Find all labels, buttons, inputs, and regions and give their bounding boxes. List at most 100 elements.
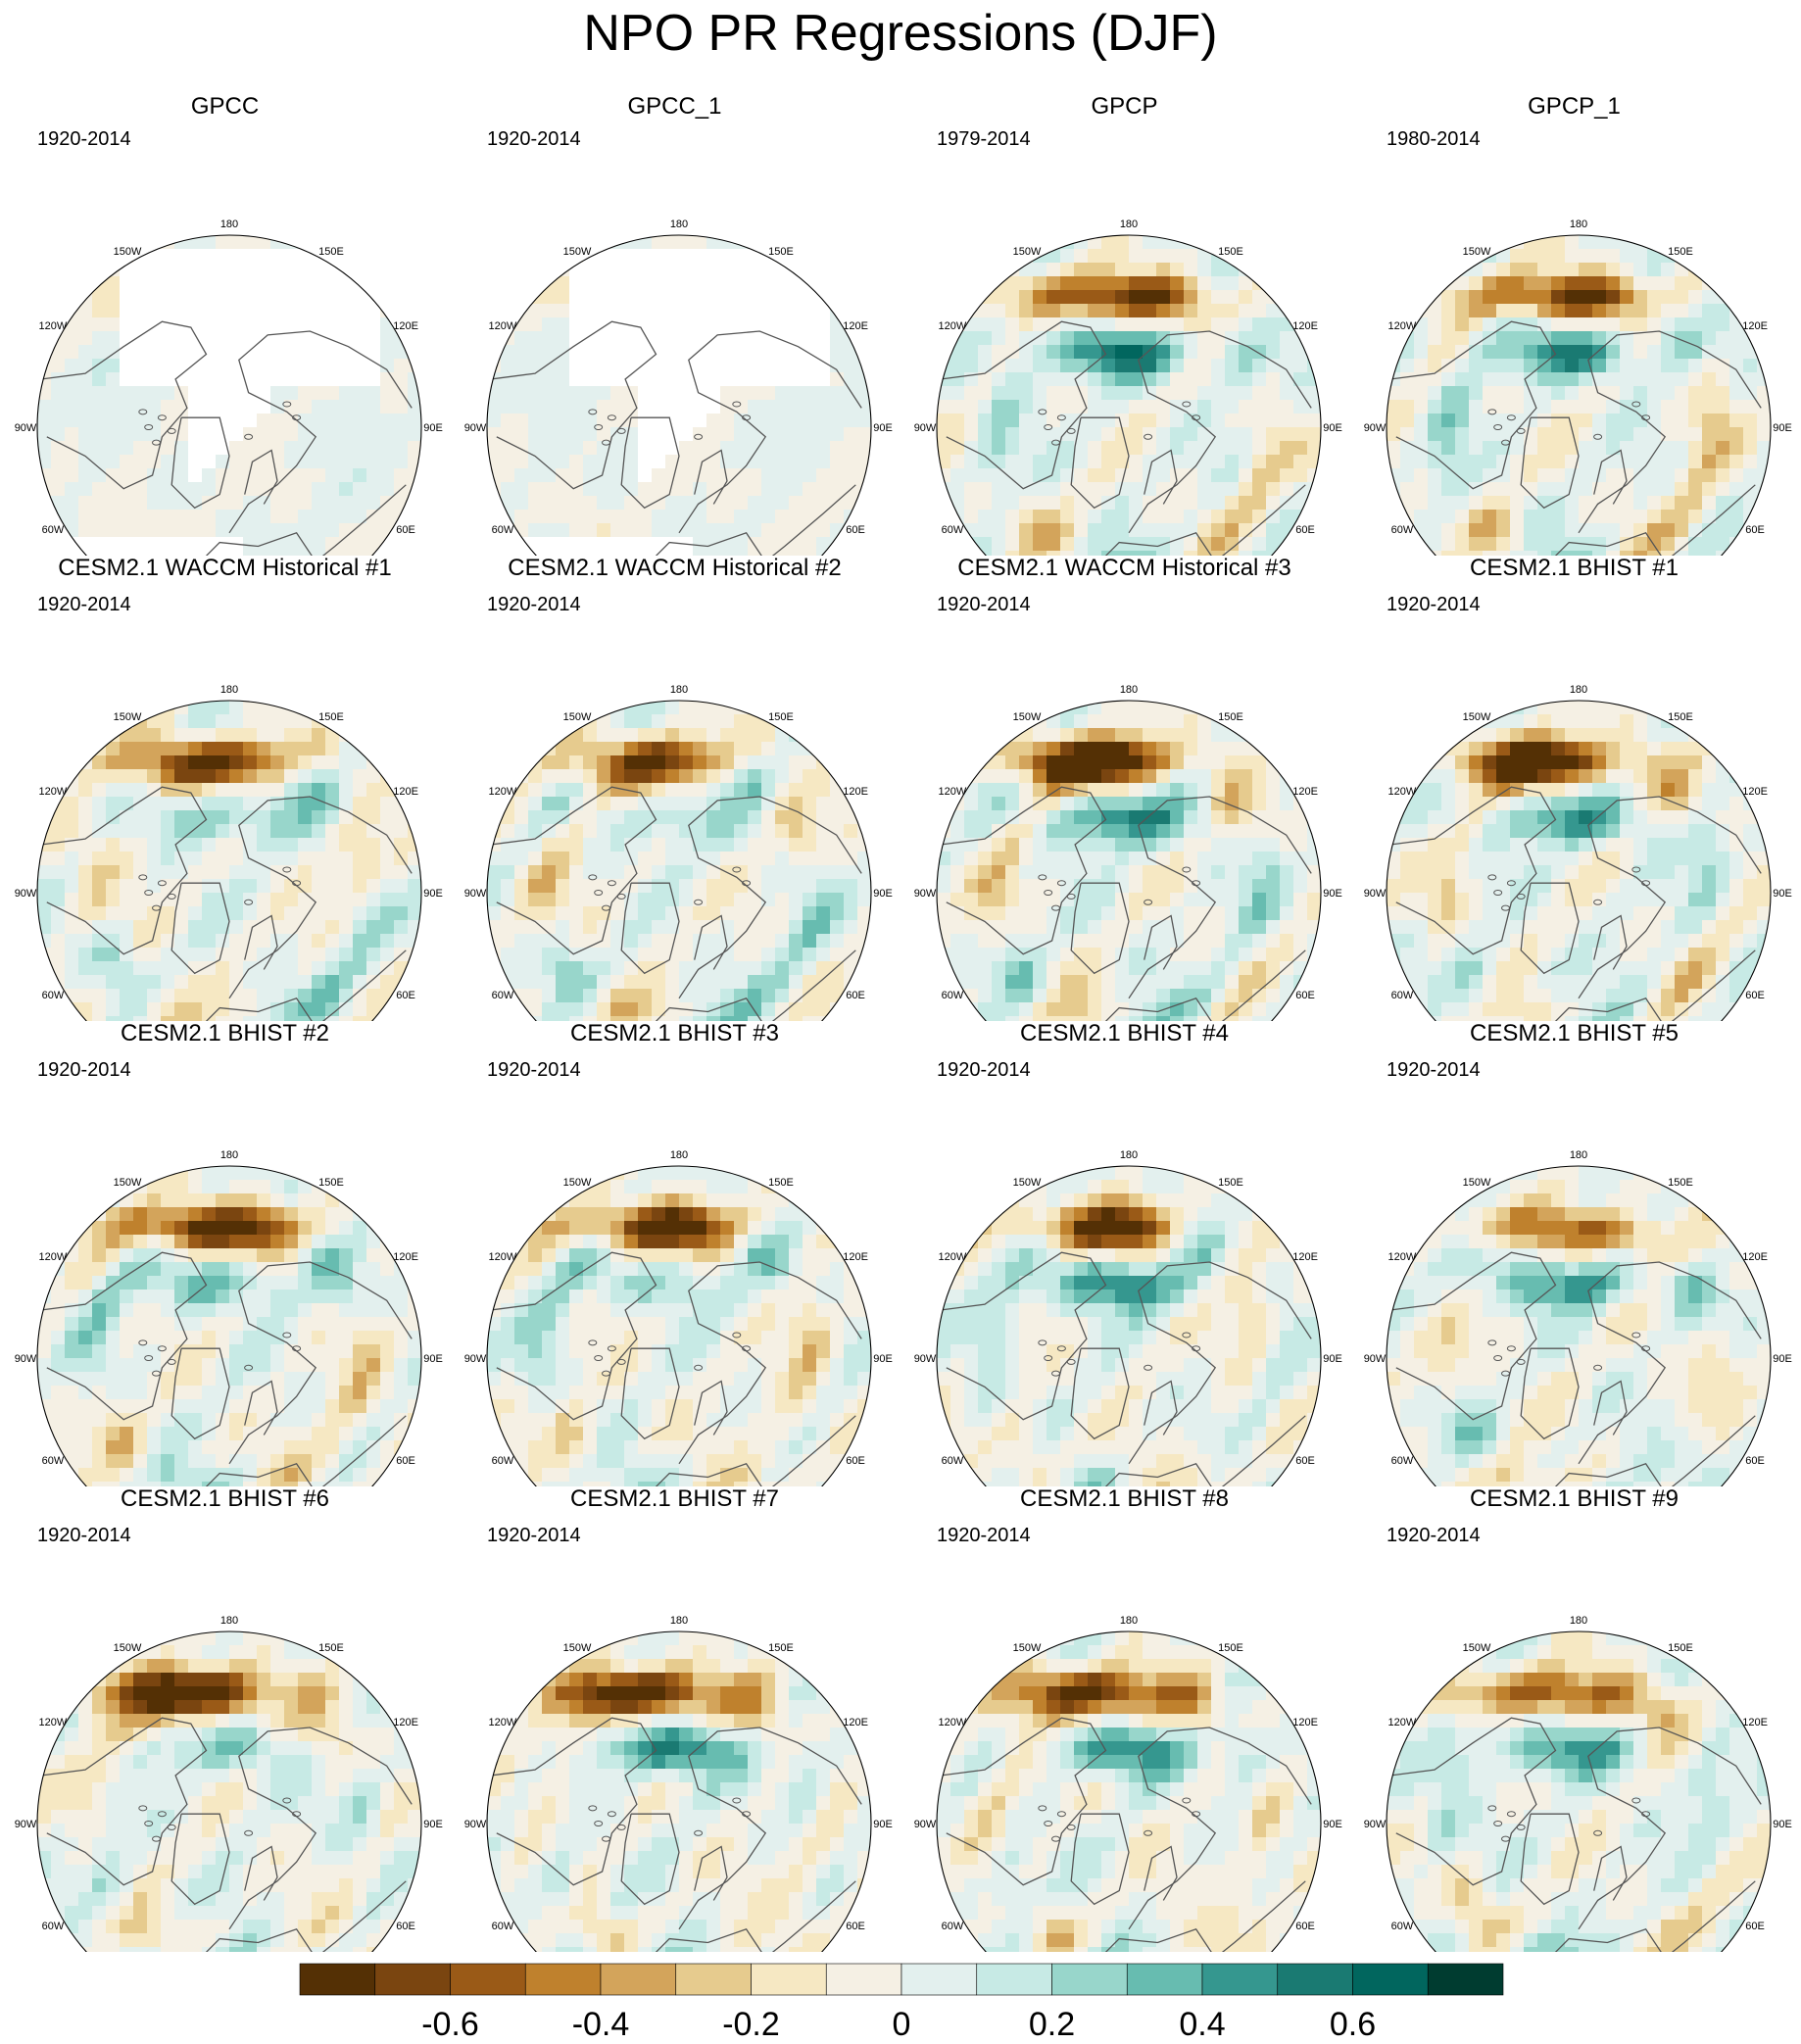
island (1192, 1811, 1201, 1818)
panel-period: 1920-2014 (937, 1059, 1031, 1081)
island (588, 1339, 598, 1346)
precip-field (937, 1631, 1321, 1952)
island (594, 1355, 604, 1361)
longitude-label: 150W (1013, 246, 1042, 258)
colorbar-tick-label: 0.6 (1330, 2006, 1376, 2043)
coastline (170, 882, 230, 975)
longitude-label: 150E (1668, 1642, 1693, 1654)
longitude-label: 90W (464, 422, 487, 434)
island (1516, 893, 1526, 900)
polar-map: 180150E120E90E60E30E030W60W90W120W150W (15, 219, 443, 556)
polar-map: 180150E120E90E60E30E030W60W90W120W150W (15, 1615, 443, 1952)
island (157, 1345, 167, 1352)
island (138, 409, 148, 415)
island (1501, 1370, 1511, 1377)
longitude-label: 60W (1391, 990, 1414, 1001)
island (588, 874, 598, 881)
island (1493, 424, 1503, 430)
coastline (1144, 1380, 1178, 1436)
longitude-label: 60E (396, 1921, 415, 1932)
coastline (1520, 1813, 1580, 1906)
longitude-label: 150E (318, 1177, 344, 1189)
precip-field (937, 235, 1321, 556)
longitude-label: 120W (39, 320, 68, 332)
map-boundary (1386, 1165, 1772, 1486)
longitude-label: 150W (563, 1642, 592, 1654)
map-boundary (1386, 1630, 1772, 1952)
island (742, 1811, 752, 1818)
coastline (640, 949, 856, 1021)
coastline (190, 1880, 407, 1952)
coastline (40, 786, 208, 955)
longitude-label: 90W (15, 888, 37, 900)
colorbar-tick-label: -0.4 (572, 2006, 630, 2043)
longitude-label: 180 (1120, 1615, 1138, 1627)
longitude-label: 150E (768, 1642, 794, 1654)
coastline (1070, 416, 1130, 510)
map-panel: 180150E120E90E60E30E030W60W90W120W150WGP… (1349, 90, 1799, 556)
longitude-label: 150E (318, 1642, 344, 1654)
precip-field (37, 701, 421, 1021)
longitude-label: 150E (1668, 711, 1693, 723)
island (1182, 401, 1192, 408)
longitude-label: 120W (39, 1717, 68, 1728)
longitude-label: 120W (939, 320, 967, 332)
panel-period: 1980-2014 (1387, 128, 1481, 150)
longitude-label: 120E (1292, 1717, 1318, 1728)
longitude-label: 150W (1463, 711, 1491, 723)
island (1641, 1345, 1651, 1352)
longitude-label: 180 (1570, 219, 1587, 230)
coastline (1144, 449, 1178, 505)
island (167, 893, 176, 900)
panel-period: 1920-2014 (937, 594, 1031, 615)
island (1631, 401, 1641, 408)
coastline (694, 1845, 728, 1901)
island (607, 1345, 616, 1352)
longitude-label: 60W (42, 524, 65, 536)
coastline (490, 786, 657, 955)
island (1493, 1355, 1503, 1361)
longitude-label: 120E (393, 320, 418, 332)
longitude-label: 90W (1364, 888, 1387, 900)
colorbar-swatch (1051, 1963, 1128, 1996)
map-boundary (36, 234, 422, 556)
coastline (1389, 1717, 1557, 1886)
map-boundary (486, 234, 872, 556)
coastline (678, 1727, 862, 1930)
longitude-label: 120E (393, 786, 418, 798)
coastline (1593, 1845, 1628, 1901)
coastline (1090, 484, 1306, 556)
longitude-label: 120W (39, 1251, 68, 1263)
longitude-label: 150E (318, 246, 344, 258)
island (144, 1355, 154, 1361)
island (594, 890, 604, 896)
island (732, 1332, 742, 1338)
coastline (490, 1717, 657, 1886)
longitude-label: 90E (873, 1353, 893, 1365)
longitude-label: 60E (1745, 990, 1765, 1001)
coastline (678, 330, 862, 534)
panel-title: CESM2.1 BHIST #8 (1020, 1485, 1229, 1512)
longitude-label: 120W (939, 786, 967, 798)
map-panel: 180150E120E90E60E30E030W60W90W120W150WCE… (900, 555, 1349, 1021)
longitude-label: 120E (1292, 1251, 1318, 1263)
polar-map: 180150E120E90E60E30E030W60W90W120W150W (1364, 1149, 1792, 1486)
panel-title: GPCP (1091, 93, 1158, 120)
longitude-label: 150E (1668, 246, 1693, 258)
panel-title: CESM2.1 WACCM Historical #2 (508, 555, 842, 581)
island (244, 899, 254, 905)
coastline (640, 1880, 856, 1952)
map-panel: 180150E120E90E60E30E030W60W90W120W150WCE… (1349, 1020, 1799, 1486)
colorbar-swatch (524, 1963, 602, 1996)
coastline (1128, 1727, 1312, 1930)
longitude-label: 90W (15, 1819, 37, 1830)
longitude-label: 60W (942, 990, 964, 1001)
longitude-label: 120E (843, 320, 868, 332)
coastline (1070, 882, 1130, 975)
coastline (940, 1251, 1107, 1421)
coastline (244, 1845, 278, 1901)
island (1182, 1797, 1192, 1804)
island (144, 890, 154, 896)
panel-period: 1920-2014 (37, 1059, 131, 1081)
island (1144, 433, 1153, 440)
